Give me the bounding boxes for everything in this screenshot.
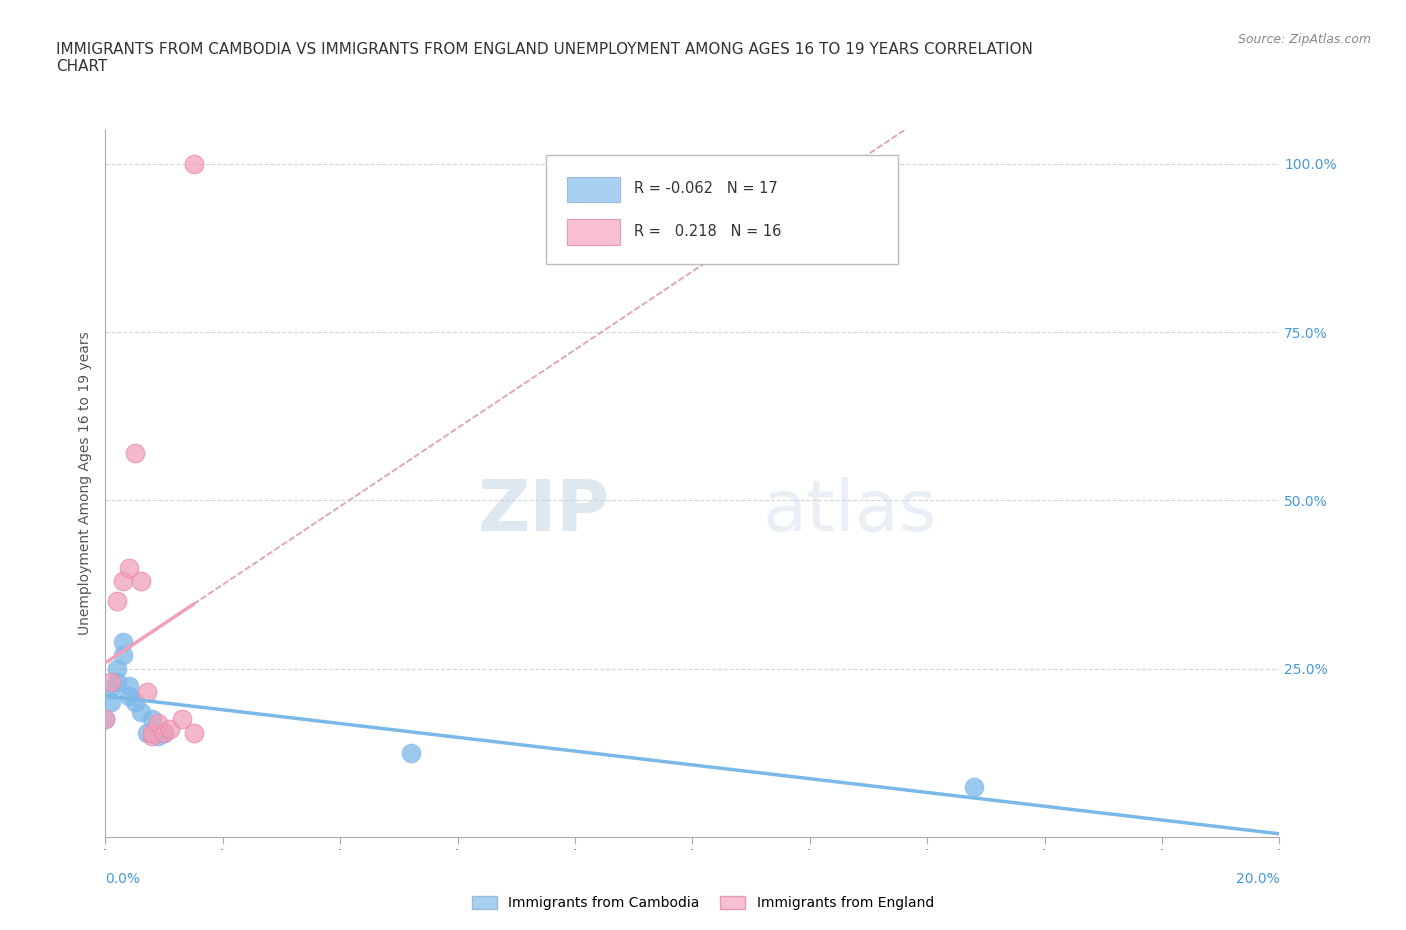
Text: R =   0.218   N = 16: R = 0.218 N = 16 <box>634 224 782 239</box>
Point <box>105 675 128 690</box>
Point <box>399 746 422 761</box>
Point <box>159 722 181 737</box>
Point <box>105 594 128 609</box>
Point <box>141 711 163 726</box>
Point <box>135 725 157 740</box>
Point <box>100 682 122 697</box>
FancyBboxPatch shape <box>567 177 620 203</box>
Point <box>94 711 117 726</box>
Point <box>112 574 135 589</box>
Point <box>94 711 117 726</box>
Point <box>129 705 152 720</box>
Legend: Immigrants from Cambodia, Immigrants from England: Immigrants from Cambodia, Immigrants fro… <box>467 891 939 916</box>
Point <box>129 574 152 589</box>
Point <box>112 634 135 649</box>
Point <box>118 688 141 703</box>
Text: Source: ZipAtlas.com: Source: ZipAtlas.com <box>1237 33 1371 46</box>
Point <box>183 725 205 740</box>
Point <box>118 560 141 575</box>
Point <box>135 684 157 699</box>
Point <box>100 695 122 710</box>
Point <box>153 725 176 740</box>
Text: 0.0%: 0.0% <box>105 871 141 886</box>
Point <box>141 725 163 740</box>
Point <box>963 779 986 794</box>
Point <box>170 711 193 726</box>
FancyBboxPatch shape <box>546 155 898 264</box>
Point <box>153 725 176 740</box>
Point <box>148 728 170 743</box>
Point <box>124 445 146 460</box>
FancyBboxPatch shape <box>567 219 620 245</box>
Point <box>124 695 146 710</box>
Point <box>141 728 163 743</box>
Point <box>105 661 128 676</box>
Text: R = -0.062   N = 17: R = -0.062 N = 17 <box>634 181 778 196</box>
Text: atlas: atlas <box>763 477 938 546</box>
Point <box>148 715 170 730</box>
Point <box>112 648 135 663</box>
Text: 20.0%: 20.0% <box>1236 871 1279 886</box>
Point <box>118 678 141 693</box>
Point <box>183 156 205 171</box>
Text: ZIP: ZIP <box>478 477 610 546</box>
Text: IMMIGRANTS FROM CAMBODIA VS IMMIGRANTS FROM ENGLAND UNEMPLOYMENT AMONG AGES 16 T: IMMIGRANTS FROM CAMBODIA VS IMMIGRANTS F… <box>56 42 1033 74</box>
Y-axis label: Unemployment Among Ages 16 to 19 years: Unemployment Among Ages 16 to 19 years <box>77 332 91 635</box>
Point <box>100 675 122 690</box>
